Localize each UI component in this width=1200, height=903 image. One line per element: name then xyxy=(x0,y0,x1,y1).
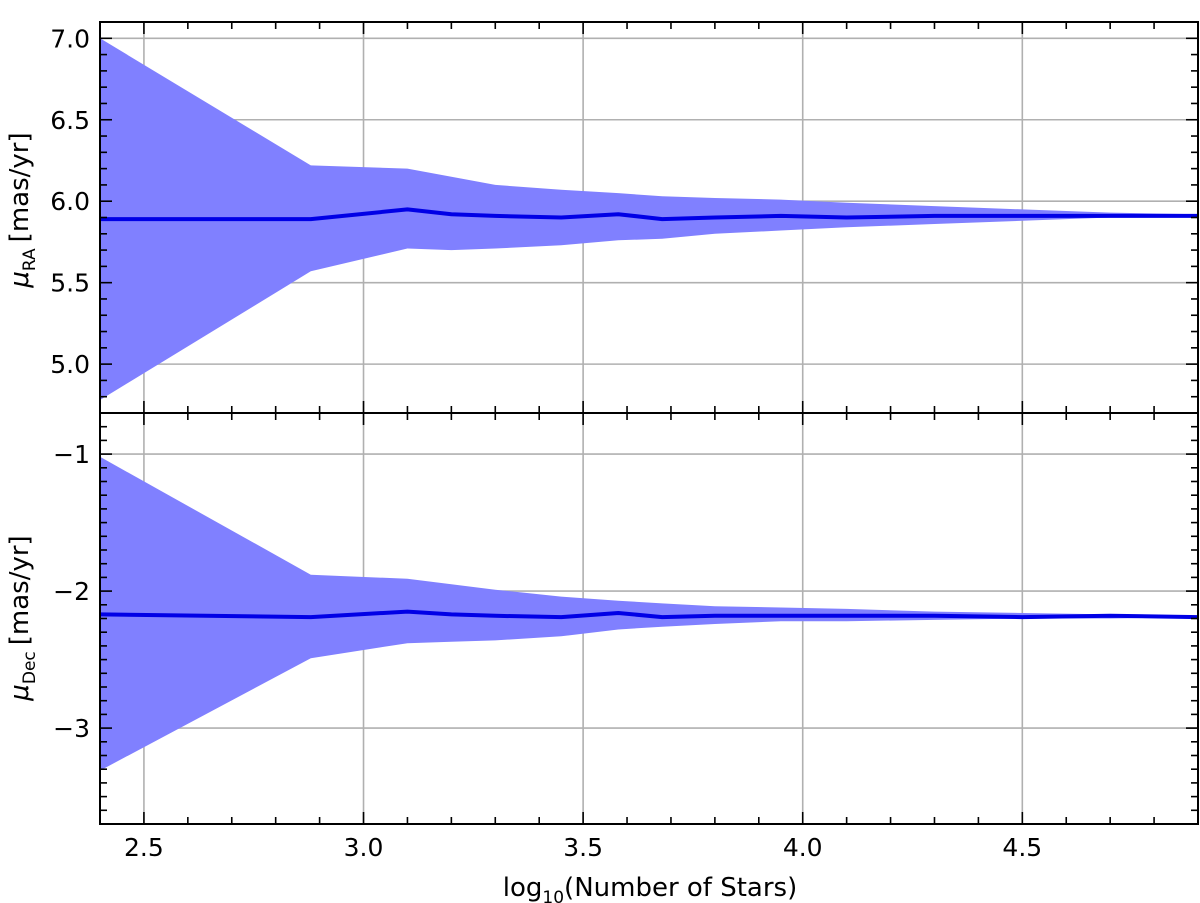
panel-mu-ra: 5.0 5.5 6.0 6.5 7.0 xyxy=(50,21,1199,414)
x-tick-label: 4.5 xyxy=(1002,833,1042,862)
y-tick-label: −1 xyxy=(53,440,90,469)
panel-mu-dec: −3 −2 −1 2.5 3.0 3.5 4.0 4.5 xyxy=(53,412,1199,862)
y-tick-label: 6.0 xyxy=(50,187,90,216)
x-axis-label: log10(Number of Stars) xyxy=(503,873,797,903)
y-tick-label: 5.5 xyxy=(50,269,90,298)
x-tick-label: 2.5 xyxy=(124,833,164,862)
y-tick-label: 6.5 xyxy=(50,106,90,135)
mean-line xyxy=(99,609,1199,620)
uncertainty-band xyxy=(100,456,1198,771)
y-tick-label: 5.0 xyxy=(50,350,90,379)
y-axis-label-top: μRA[mas/yr] xyxy=(5,132,40,288)
y-tick-label: −3 xyxy=(53,714,90,743)
x-tick-label: 3.5 xyxy=(563,833,603,862)
x-tick-label: 3.0 xyxy=(344,833,384,862)
y-tick-label: −2 xyxy=(53,577,90,606)
mean-line xyxy=(100,207,1198,222)
y-axis-label-bottom: μDec[mas/yr] xyxy=(5,535,40,701)
x-tick-label: 4.0 xyxy=(783,833,823,862)
y-tick-label: 7.0 xyxy=(50,24,90,53)
